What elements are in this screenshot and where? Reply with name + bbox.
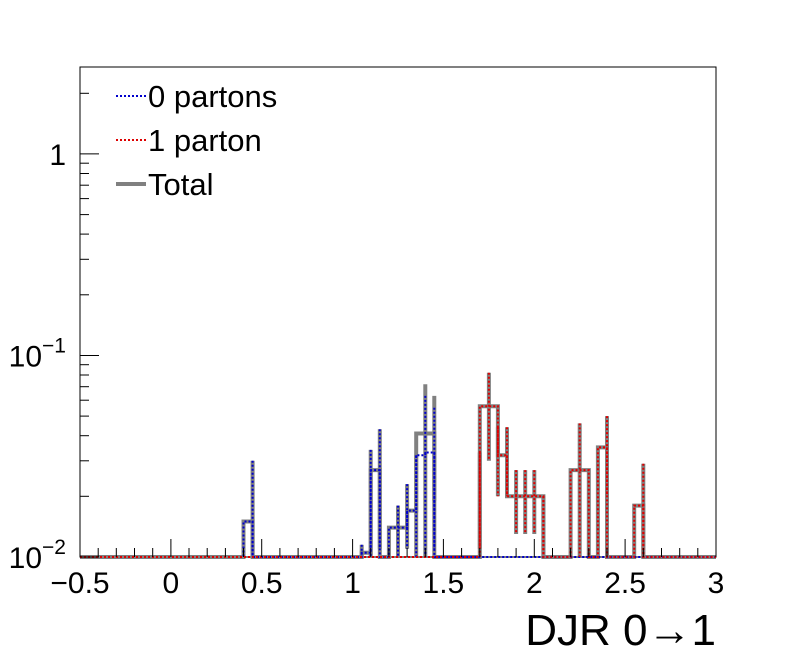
series-total	[80, 372, 716, 559]
x-tick-label: 0	[163, 567, 180, 600]
y-tick-label: 10−1	[9, 335, 66, 374]
x-tick-label: 3	[708, 567, 725, 600]
axis-ticks	[79, 92, 717, 558]
y-tick-label: 10−2	[9, 536, 66, 575]
x-tick-label: 2.5	[604, 567, 646, 600]
series-1-parton	[80, 372, 716, 558]
series-line-1-parton	[80, 405, 716, 558]
legend-label-1-parton: 1 parton	[148, 123, 262, 158]
y-tick-label: 1	[49, 139, 66, 172]
x-tick-label: 1	[344, 567, 361, 600]
series-0-partons	[80, 395, 716, 558]
y-tick-labels: 10−2 10−1 1	[9, 139, 66, 575]
x-axis-title: DJR 0→1	[525, 606, 716, 655]
x-tick-labels: −0.5 0 0.5 1 1.5 2 2.5 3	[50, 567, 724, 600]
x-tick-label: −0.5	[50, 567, 109, 600]
legend-label-0-partons: 0 partons	[148, 79, 277, 114]
series-layer	[80, 372, 716, 559]
x-tick-label: 2	[526, 567, 543, 600]
x-tick-label: 1.5	[423, 567, 465, 600]
legend-label-total: Total	[148, 167, 213, 202]
x-tick-label: 0.5	[241, 567, 283, 600]
legend: 0 partons 1 parton Total	[116, 79, 277, 202]
